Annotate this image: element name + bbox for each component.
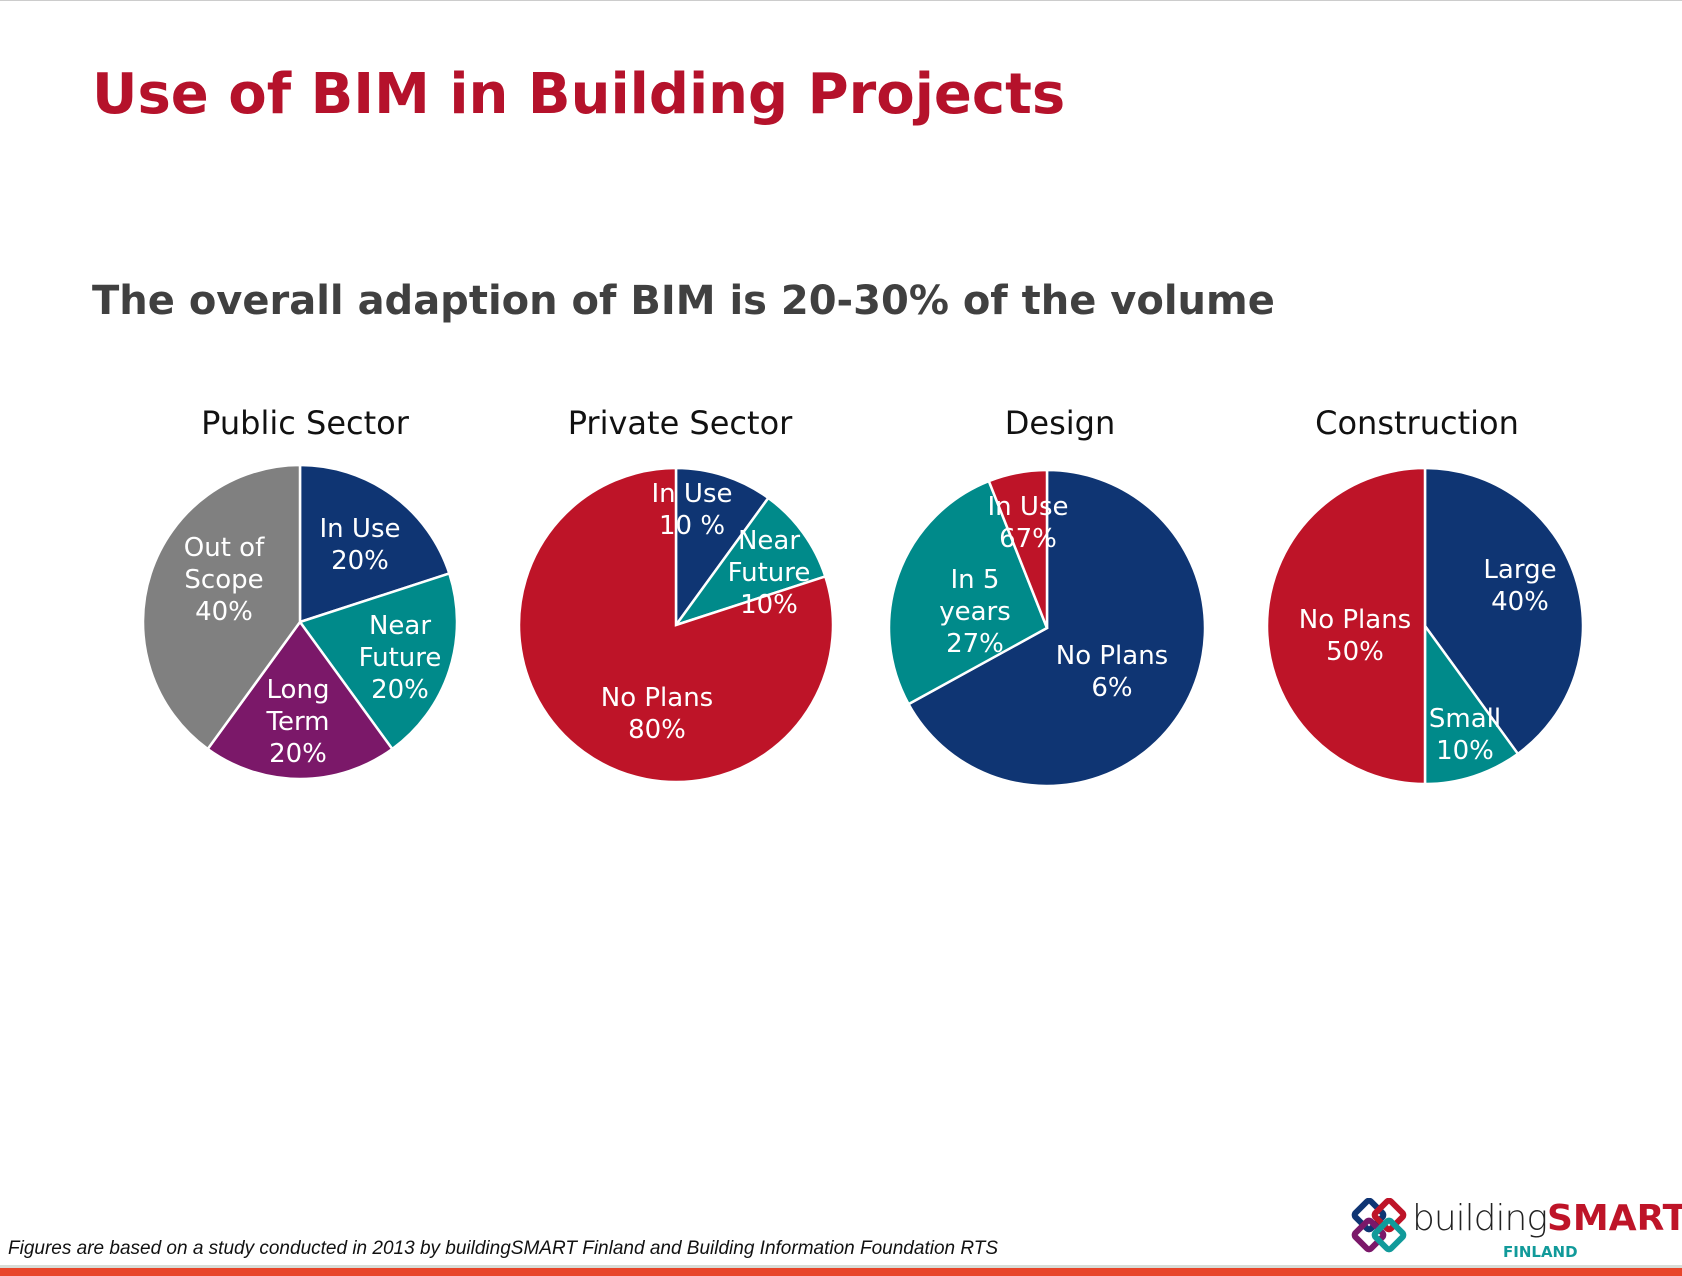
slice-label: Out of Scope 40%	[184, 533, 265, 627]
buildingsmart-logo: buildingSMART FINLAND	[1350, 1198, 1682, 1262]
slice-label: Large 40%	[1483, 555, 1556, 617]
slice-label: In Use 10 %	[652, 479, 733, 541]
pie-title: Public Sector	[201, 404, 410, 442]
slice-label: No Plans 80%	[601, 683, 713, 745]
pie-slice	[205, 619, 395, 781]
pie-slice	[674, 466, 771, 629]
slice-label: Small 10%	[1429, 704, 1501, 766]
slice-label: Near Future 20%	[359, 611, 442, 705]
pie-slice	[672, 496, 827, 628]
logo-finland: FINLAND	[1503, 1243, 1578, 1261]
pie-slice	[517, 466, 835, 784]
footer-bar	[0, 1268, 1682, 1276]
pie-slice	[297, 571, 459, 751]
pie-slice	[906, 468, 1207, 788]
slice-label: In Use 20%	[320, 514, 401, 576]
slice-label: No Plans 6%	[1056, 641, 1168, 703]
slice-label: No Plans 50%	[1299, 605, 1411, 667]
pie-slice	[1265, 466, 1427, 786]
slice-label: In 5 years 27%	[939, 565, 1011, 659]
slide-title: Use of BIM in Building Projects	[92, 62, 1066, 127]
logo-mark-icon	[1351, 1198, 1407, 1253]
pie-slice	[1423, 466, 1585, 756]
pie-slice	[298, 463, 451, 624]
slice-label: Long Term 20%	[265, 675, 329, 769]
pie-title: Private Sector	[568, 404, 793, 442]
slice-label: Near Future 10%	[728, 526, 811, 620]
pie-title: Design	[1005, 404, 1115, 442]
footnote: Figures are based on a study conducted i…	[8, 1238, 999, 1259]
pie-slice	[1423, 622, 1520, 786]
slide-subtitle: The overall adaption of BIM is 20-30% of…	[92, 278, 1275, 324]
footer-divider	[0, 1265, 1682, 1268]
pie-slice	[987, 468, 1049, 629]
logo-wordmark: buildingSMART	[1412, 1198, 1682, 1239]
slice-label: In Use 67%	[988, 492, 1069, 554]
pie-title: Construction	[1315, 404, 1519, 442]
top-border	[0, 0, 1682, 1]
pie-slice	[887, 479, 1049, 706]
pie-slice	[141, 463, 302, 751]
